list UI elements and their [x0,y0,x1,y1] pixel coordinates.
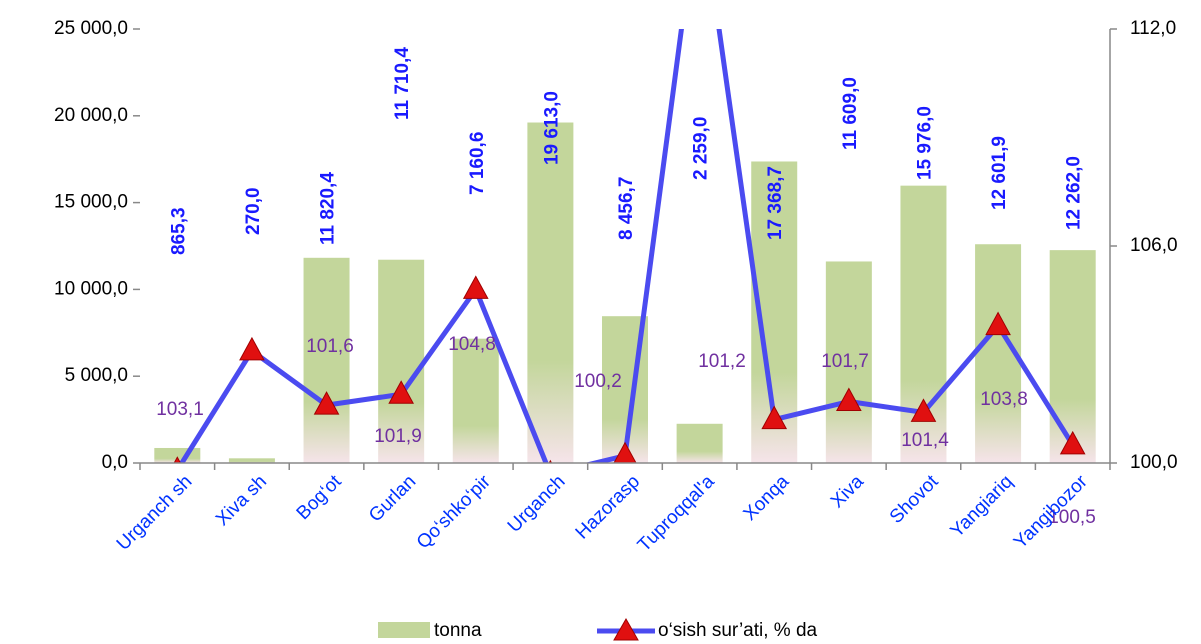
bar [676,423,723,463]
line-value-label: 100,2 [574,371,622,392]
bar [527,122,574,464]
x-tick-label: Urganch [504,471,570,537]
y2-tick-label: 112,0 [1130,18,1176,39]
y-tick-label: 0,0 [102,452,128,473]
line-value-label: 103,1 [156,399,204,420]
line-value-label: 103,8 [980,389,1028,410]
x-tick-label: Hazorasp [572,471,644,543]
bar [228,458,275,463]
bar-value-label: 2 259,0 [691,117,712,180]
bar-value-label: 19 613,0 [541,91,562,165]
marker [985,311,1011,336]
x-tick-label: Xiva sh [212,471,271,530]
bar [1049,250,1096,463]
bar-value-label: 8 456,7 [616,177,637,240]
bar-value-label: 865,3 [168,207,189,255]
x-tick-label: Bog‘ot [293,471,346,524]
y-tick-label: 15 000,0 [54,192,128,213]
bar-value-label: 270,0 [243,187,264,235]
y2-tick-label: 106,0 [1130,235,1178,256]
marker [313,391,340,415]
x-tick-label: Shovot [886,471,943,528]
y2-tick-label: 100,0 [1130,452,1178,473]
bar-value-label: 17 368,7 [765,166,786,240]
bar-value-label: 11 820,4 [318,172,339,245]
bar [378,259,425,463]
x-tick-label: Urganch sh [113,471,197,555]
y-tick-label: 10 000,0 [54,278,128,299]
line-value-label: 100,5 [1048,507,1096,528]
line-value-label: 101,2 [698,351,746,372]
y-tick-label: 25 000,0 [54,18,128,39]
line-value-label: 101,9 [374,426,422,447]
y-tick-label: 20 000,0 [54,105,128,126]
x-tick-label: Xonqa [740,471,794,525]
x-tick-label: Xiva [827,471,868,512]
bar-value-label: 11 710,4 [392,47,413,120]
x-tick-label: Gurlan [365,471,420,526]
bar [825,261,872,463]
line-value-label: 104,8 [448,334,496,355]
x-tick-label: Tuproqqal'a [634,471,719,556]
marker [761,405,788,430]
legend-label: o‘sish sur’ati, % da [658,620,818,641]
bar-value-label: 12 262,0 [1064,156,1085,230]
marker [613,441,637,463]
marker [1059,430,1086,455]
marker [388,380,414,404]
line-value-label: 101,4 [901,430,949,451]
line-value-label: 101,6 [306,336,354,357]
bar-value-label: 7 160,6 [467,132,488,195]
bar [452,338,499,463]
y-tick-label: 5 000,0 [65,365,128,386]
marker [462,275,489,299]
legend-swatch [378,622,430,638]
marker [173,456,182,463]
bar-value-label: 15 976,0 [914,106,935,180]
bar-value-label: 12 601,9 [989,136,1010,210]
legend-label: tonna [434,620,482,641]
x-tick-label: Yangiariq [947,471,1018,542]
marker [239,336,265,361]
marker [910,398,937,422]
line-value-label: 101,7 [821,351,869,372]
marker [836,387,862,412]
x-tick-label: Qo‘shko‘pir [413,471,496,554]
legend-marker [613,617,639,641]
bar-value-label: 11 609,0 [840,77,861,150]
bar [303,257,350,463]
